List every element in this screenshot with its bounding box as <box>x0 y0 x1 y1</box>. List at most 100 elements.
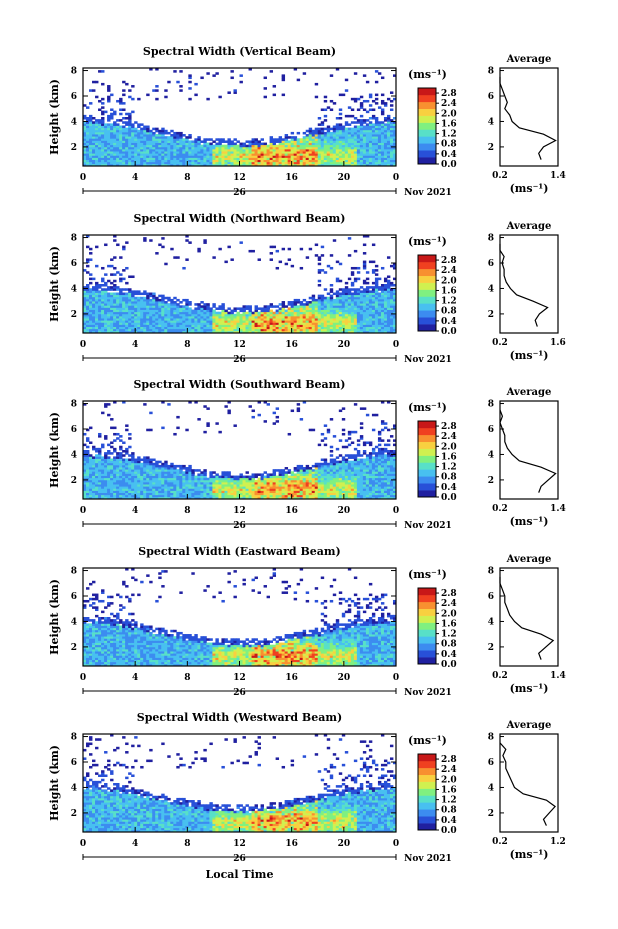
heatmap-cell <box>146 477 150 481</box>
heatmap-cell <box>236 326 240 330</box>
heatmap-cell <box>362 264 367 268</box>
heatmap-cell <box>122 288 126 291</box>
heatmap-cell <box>386 117 391 120</box>
heatmap-cell <box>143 307 147 310</box>
heatmap-cell <box>206 157 210 161</box>
heatmap-cell <box>152 481 156 485</box>
heatmap-cell <box>179 301 183 304</box>
heatmap-cell <box>116 456 120 459</box>
heatmap-cell <box>116 142 120 146</box>
heatmap-cell <box>104 484 108 487</box>
heatmap-cell <box>128 492 132 496</box>
heatmap-cell <box>374 328 379 332</box>
heatmap-cell <box>374 148 379 152</box>
heatmap-cell <box>170 151 174 154</box>
heatmap-cell <box>170 488 174 491</box>
heatmap-cell <box>371 269 376 272</box>
heatmap-cell <box>215 477 219 481</box>
heatmap-cell <box>185 479 189 483</box>
heatmap-cell <box>311 326 316 330</box>
heatmap-cell <box>377 131 382 135</box>
heatmap-cell <box>179 494 183 498</box>
heatmap-cell <box>326 330 331 334</box>
heatmap-cell <box>248 155 252 158</box>
heatmap-cell <box>167 324 171 328</box>
heatmap-cell <box>206 492 210 496</box>
heatmap-cell <box>293 330 298 334</box>
heatmap-cell <box>317 313 322 317</box>
heatmap-cell <box>125 424 129 427</box>
heatmap-cell <box>317 142 322 146</box>
heatmap-cell <box>134 484 138 487</box>
heatmap-cell <box>83 104 87 107</box>
heatmap-cell <box>158 155 162 158</box>
heatmap-cell <box>101 298 105 302</box>
heatmap-cell <box>116 471 120 474</box>
heatmap-cell <box>155 328 159 332</box>
heatmap-cell <box>140 159 144 163</box>
heatmap-cell <box>380 140 385 143</box>
heatmap-cell <box>341 311 346 315</box>
heatmap-cell <box>179 136 183 139</box>
heatmap-cell <box>95 281 99 285</box>
heatmap-cell <box>140 467 144 470</box>
heatmap-cell <box>359 134 364 137</box>
heatmap-cell <box>197 469 201 472</box>
heatmap-cell <box>110 264 114 268</box>
heatmap-cell <box>116 473 120 476</box>
heatmap-cell <box>89 471 93 474</box>
heatmap-cell <box>209 475 213 479</box>
heatmap-cell <box>221 140 225 143</box>
heatmap-cell <box>380 298 385 302</box>
heatmap-cell <box>368 315 373 319</box>
heatmap-cell <box>173 477 177 481</box>
heatmap-cell <box>329 330 334 334</box>
heatmap-cell <box>359 148 364 152</box>
heatmap-cell <box>194 93 198 97</box>
heatmap-cell <box>143 157 147 161</box>
heatmap-cell <box>350 271 355 274</box>
heatmap-cell <box>182 151 186 154</box>
heatmap-cell <box>173 479 177 483</box>
heatmap-cell <box>284 144 289 148</box>
heatmap-cell <box>356 288 361 291</box>
heatmap-cell <box>323 157 328 161</box>
heatmap-cell <box>161 148 165 152</box>
heatmap-cell <box>176 151 180 154</box>
heatmap-cell <box>125 328 129 332</box>
heatmap-cell <box>134 460 138 464</box>
heatmap-cell <box>383 301 388 304</box>
heatmap-cell <box>305 318 310 321</box>
heatmap-cell <box>377 298 382 302</box>
heatmap-cell <box>212 324 216 328</box>
heatmap-cell <box>140 148 144 152</box>
heatmap-cell <box>254 138 258 141</box>
heatmap-cell <box>119 311 123 315</box>
heatmap-cell <box>257 258 261 261</box>
colorbar-segment <box>418 275 436 283</box>
heatmap-cell <box>371 271 376 274</box>
heatmap-cell <box>239 241 243 244</box>
heatmap-cell <box>179 146 183 150</box>
heatmap-cell <box>224 161 228 165</box>
y-tick-label: 4 <box>71 117 77 127</box>
heatmap-cell <box>383 119 388 122</box>
heatmap-cell <box>320 155 325 158</box>
heatmap-cell <box>89 330 93 334</box>
heatmap-cell <box>302 298 307 302</box>
heatmap-cell <box>227 148 231 152</box>
heatmap-cell <box>314 313 319 317</box>
colorbar-segment <box>418 143 436 151</box>
heatmap-cell <box>86 235 90 238</box>
heatmap-cell <box>191 153 195 156</box>
heatmap-cell <box>185 309 189 313</box>
heatmap-cell <box>119 318 123 321</box>
heatmap-cell <box>122 129 126 133</box>
heatmap-cell <box>314 307 319 310</box>
heatmap-cell <box>113 324 117 328</box>
heatmap-cell <box>386 281 391 285</box>
heatmap-cell <box>86 464 90 468</box>
heatmap-cell <box>167 80 171 84</box>
heatmap-cell <box>290 324 295 328</box>
heatmap-cell <box>86 494 90 498</box>
